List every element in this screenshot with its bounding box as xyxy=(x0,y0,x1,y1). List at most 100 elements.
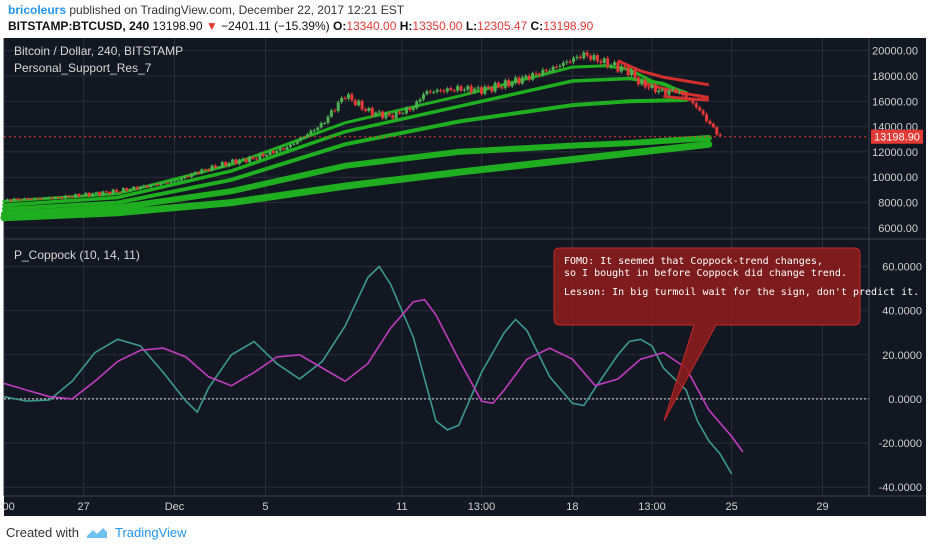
candle-body xyxy=(292,143,296,145)
candle-body xyxy=(364,109,368,112)
candle-body xyxy=(415,101,419,109)
candle-body xyxy=(22,198,26,200)
x-tick-label: 5 xyxy=(262,501,268,513)
candle-body xyxy=(490,87,494,92)
candle-body xyxy=(295,140,299,144)
candle-body xyxy=(343,97,347,99)
red-moving-average xyxy=(617,59,710,87)
price-pane[interactable] xyxy=(0,50,869,222)
candle-body xyxy=(677,91,681,93)
candle-body xyxy=(121,188,125,192)
candle-body xyxy=(497,82,501,88)
candle-body xyxy=(323,122,327,124)
candle-body xyxy=(29,199,33,201)
candle-body xyxy=(74,194,78,198)
candle-body xyxy=(275,150,279,154)
last-price-tag xyxy=(871,129,923,144)
candle-body xyxy=(650,84,654,89)
candle-body xyxy=(336,102,340,111)
candle-body xyxy=(258,153,262,160)
price-tick-label: 12000.00 xyxy=(872,147,918,159)
candle-body xyxy=(115,189,119,192)
candle-body xyxy=(541,69,545,76)
candle-body xyxy=(179,178,183,181)
candle-body xyxy=(640,79,644,85)
callout-box[interactable] xyxy=(553,247,861,422)
candle-body xyxy=(237,159,241,165)
coppock-pane[interactable] xyxy=(3,265,869,475)
candle-body xyxy=(585,52,589,56)
candle-body xyxy=(104,191,108,193)
signal-line xyxy=(3,298,744,453)
annotation-callout[interactable]: FOMO: It seemed that Coppock-trend chang… xyxy=(553,247,919,422)
x-tick-label: 11 xyxy=(396,501,407,513)
candle-body xyxy=(135,186,139,190)
candle-body xyxy=(265,154,269,157)
candle-body xyxy=(647,87,651,89)
high-label: H: xyxy=(399,19,413,33)
candle-body xyxy=(616,62,620,72)
candle-body xyxy=(329,110,333,117)
open-value: 13340.00 xyxy=(346,19,397,33)
candle-body xyxy=(57,197,61,199)
candle-body xyxy=(302,136,306,138)
candle-body xyxy=(207,169,211,171)
candle-body xyxy=(26,198,30,200)
candle-body xyxy=(387,113,391,116)
low-label: L: xyxy=(465,19,478,33)
candle-body xyxy=(63,195,67,199)
candle-body xyxy=(555,66,559,68)
candle-body xyxy=(534,73,538,75)
candle-body xyxy=(612,62,616,66)
green-moving-average xyxy=(0,140,713,222)
candle-body xyxy=(551,66,555,71)
low-value: 12305.47 xyxy=(477,19,528,33)
coppock-tick-label: 40.0000 xyxy=(882,306,922,318)
candle-body xyxy=(9,199,13,201)
chart-area[interactable]: 3:00 27 Dec 5 11 13:00 18 13:00 25 29 20000.00 1800… xyxy=(0,38,932,520)
candle-body xyxy=(268,150,272,155)
coppock-pane-title: P_Coppock (10, 14, 11) xyxy=(14,248,140,262)
candle-body xyxy=(149,184,153,188)
author-link[interactable]: bricoleurs xyxy=(8,3,67,17)
footer: Created with TradingView xyxy=(6,525,187,540)
candle-body xyxy=(357,100,361,106)
candle-body xyxy=(500,87,504,89)
candle-body xyxy=(203,169,207,171)
candle-body xyxy=(578,56,582,59)
candle-body xyxy=(401,113,405,115)
axes: 3:00 27 Dec 5 11 13:00 18 13:00 25 29 20000.00 1800… xyxy=(0,38,926,513)
candle-body xyxy=(507,80,511,87)
x-tick-label: 13:00 xyxy=(468,501,496,513)
candle-body xyxy=(718,134,722,136)
candle-body xyxy=(456,86,460,91)
candle-body xyxy=(350,94,354,101)
green-moving-average xyxy=(2,76,688,207)
candle-body xyxy=(278,148,282,151)
high-value: 13350.00 xyxy=(412,19,463,33)
candle-body xyxy=(19,199,23,201)
candle-body xyxy=(234,159,238,165)
price-tick-label: 10000.00 xyxy=(872,172,918,184)
candle-body xyxy=(125,188,129,191)
candle-body xyxy=(183,176,187,179)
candle-body xyxy=(432,92,436,94)
candle-body xyxy=(510,82,514,87)
candle-body xyxy=(152,184,156,186)
candle-body xyxy=(60,197,64,199)
tradingview-link[interactable]: TradingView xyxy=(114,525,187,540)
price-tick-label: 18000.00 xyxy=(872,71,918,83)
candle-body xyxy=(288,144,292,147)
candle-body xyxy=(312,130,316,132)
candle-body xyxy=(630,69,634,76)
candle-body xyxy=(398,111,402,114)
candle-body xyxy=(319,123,323,128)
close-value: 13198.90 xyxy=(543,19,594,33)
candle-body xyxy=(602,58,606,64)
candle-body xyxy=(374,112,378,116)
candle-body xyxy=(664,89,668,95)
candle-body xyxy=(609,65,613,67)
candle-body xyxy=(643,79,647,88)
candle-body xyxy=(439,90,443,92)
candle-body xyxy=(411,108,415,111)
